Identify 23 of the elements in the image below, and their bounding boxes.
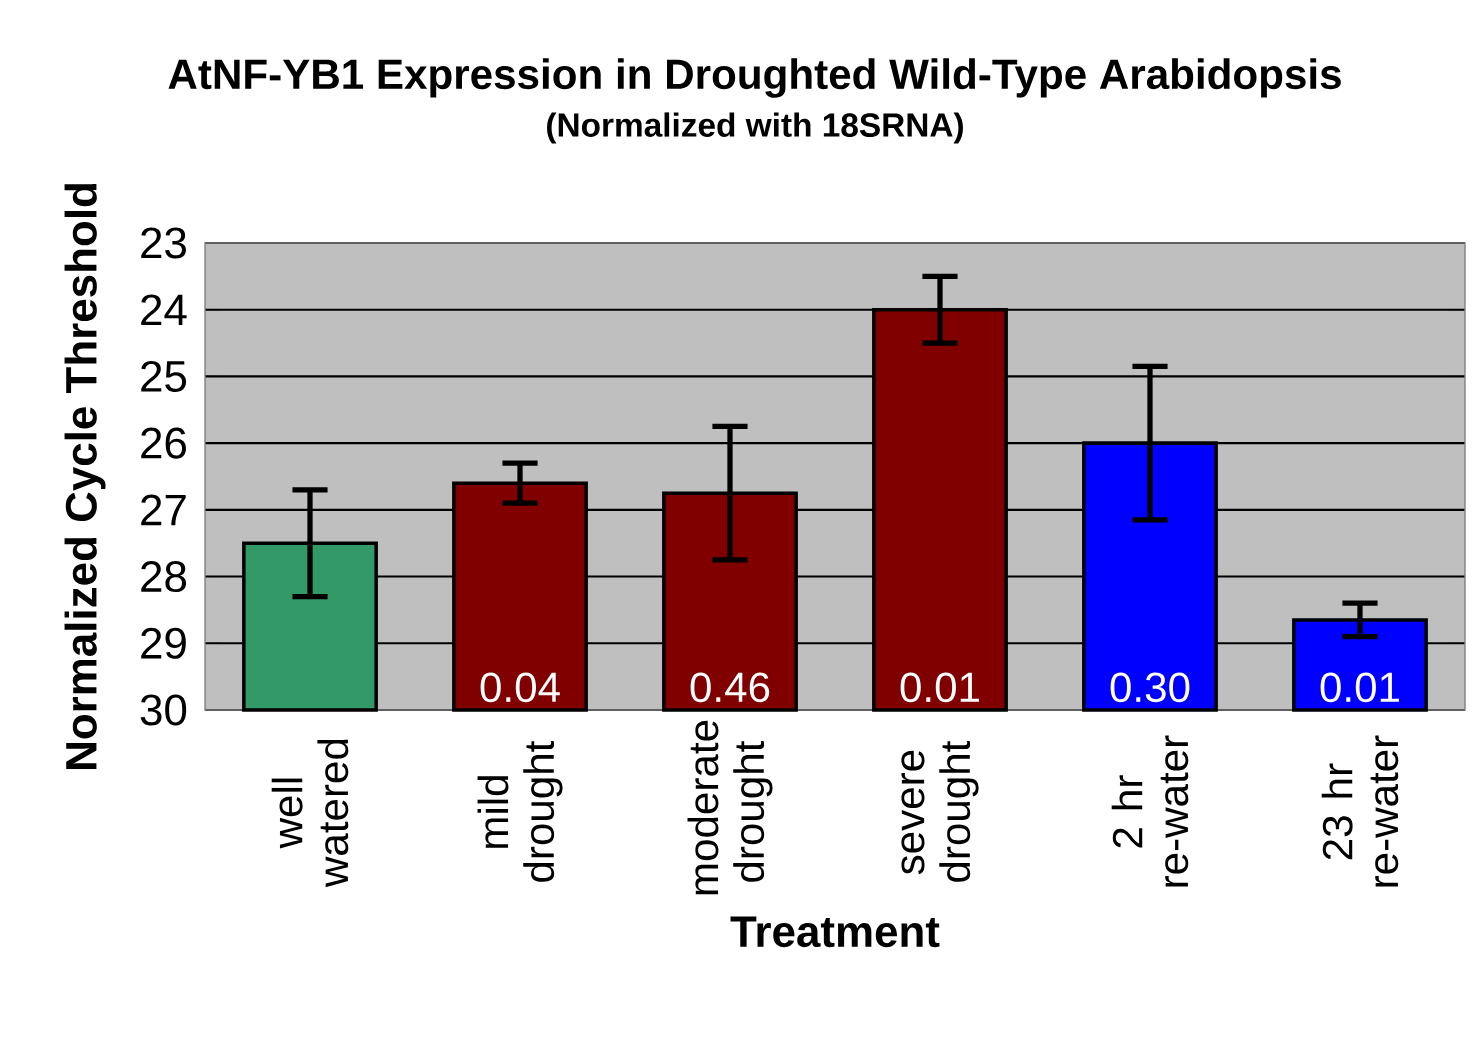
annotation: 0.01 [1320,672,1399,703]
x-tick-label: 2 hr re-water [1111,735,1189,887]
y-tick-label: 27 [141,494,186,526]
chart-subtitle: (Normalized with 18SRNA) [547,112,963,144]
chart-title: AtNF-YB1 Expression in Droughted Wild-Type Arabidopsis [168,58,1341,98]
x-tick-label: 23 hr re-water [1321,735,1399,887]
x-tick-label: mild drought [477,740,563,882]
annotation: 0.46 [690,672,770,703]
x-axis-title: Treatment [730,916,940,948]
y-tick-label: 23 [141,227,186,259]
x-tick-label: moderate drought [687,720,773,895]
y-tick-label: 24 [141,294,187,326]
annotation: 0.04 [480,672,560,703]
y-tick-label: 28 [141,561,187,593]
annotation: 0.30 [1110,672,1190,703]
y-axis-title: Normalized Cycle Threshold [64,184,106,769]
x-tick-label: severe drought [901,740,979,882]
y-tick-label: 26 [141,427,186,459]
y-tick-label: 29 [141,627,186,659]
annotation: 0.01 [900,672,979,703]
y-tick-label: 25 [141,360,187,392]
x-tick-label: well watered [271,739,349,888]
y-tick-label: 30 [140,694,187,726]
